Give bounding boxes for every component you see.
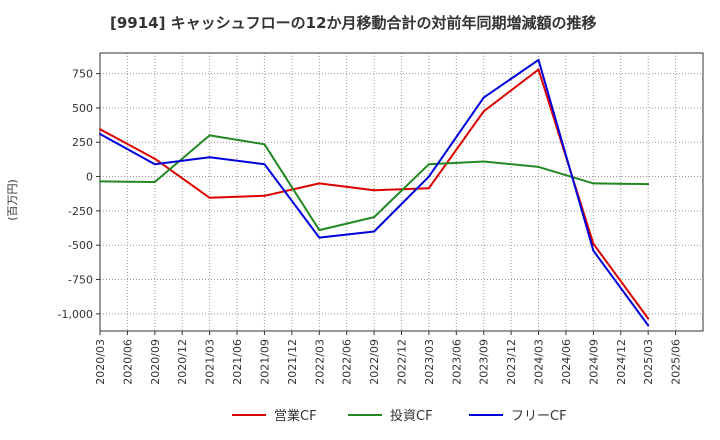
data-point [537, 68, 540, 71]
x-axis: 2020/03 2020/06 2020/09 2020/12 2021/03 2021/… [94, 331, 683, 385]
x-tick-label: 2021/03 [204, 339, 217, 385]
data-point [373, 189, 376, 192]
y-tick-label: -750 [68, 274, 93, 287]
data-point [647, 324, 650, 327]
x-tick-label: 2022/12 [396, 339, 409, 385]
x-tick-label: 2024/09 [587, 339, 600, 385]
y-tick-label: -1,000 [58, 308, 93, 321]
data-point [318, 229, 321, 232]
data-point [647, 317, 650, 320]
x-tick-label: 2023/12 [505, 339, 518, 385]
y-tick-label: 0 [86, 171, 93, 184]
data-point [318, 182, 321, 185]
data-point [537, 58, 540, 61]
data-point [99, 128, 101, 131]
y-tick-label: 500 [72, 102, 93, 115]
x-tick-label: 2021/12 [286, 339, 299, 385]
legend-label: フリーCF [511, 409, 567, 424]
y-axis-label: (百万円) [6, 179, 19, 221]
x-tick-label: 2022/06 [341, 339, 354, 385]
x-tick-label: 2024/12 [615, 339, 628, 385]
x-tick-label: 2022/03 [313, 339, 326, 385]
data-point [482, 160, 485, 163]
data-point [153, 163, 156, 166]
data-point [318, 236, 321, 239]
data-point [537, 165, 540, 168]
y-axis: 750 500 250 0 -250 -500 -750 -1,000 [58, 68, 100, 321]
y-tick-label: -500 [68, 239, 93, 252]
x-tick-label: 2023/06 [450, 339, 463, 385]
series-line [99, 58, 650, 327]
x-tick-label: 2023/09 [478, 339, 491, 385]
data-point [153, 181, 156, 183]
x-tick-label: 2025/03 [642, 339, 655, 385]
data-point [592, 242, 595, 245]
chart-title: [9914] キャッシュフローの12か月移動合計の対前年同期増減額の推移 [110, 14, 597, 32]
data-point [208, 134, 211, 137]
data-point [208, 156, 211, 159]
data-point [263, 163, 266, 166]
data-point [427, 187, 430, 190]
data-point [99, 180, 101, 183]
data-point [373, 230, 376, 233]
x-tick-label: 2020/12 [176, 339, 189, 385]
x-tick-label: 2020/09 [149, 339, 162, 385]
data-point [482, 96, 485, 99]
x-tick-label: 2021/06 [231, 339, 244, 385]
x-tick-label: 2024/03 [533, 339, 546, 385]
x-tick-label: 2020/03 [94, 339, 107, 385]
legend: 営業CF 投資CF フリーCF [232, 408, 567, 424]
data-point [592, 249, 595, 252]
legend-label: 営業CF [274, 408, 317, 424]
grid [100, 53, 703, 331]
x-tick-label: 2022/09 [368, 339, 381, 385]
y-tick-label: 250 [72, 136, 93, 149]
x-tick-label: 2025/06 [670, 339, 683, 385]
data-point [99, 133, 101, 135]
data-point [263, 194, 266, 197]
data-point [482, 110, 485, 113]
series [99, 58, 650, 327]
x-tick-label: 2023/03 [423, 339, 436, 385]
data-point [153, 157, 156, 160]
data-point [373, 216, 376, 219]
x-tick-label: 2021/09 [258, 339, 271, 385]
data-point [592, 182, 595, 185]
legend-label: 投資CF [390, 408, 433, 424]
data-point [208, 196, 211, 199]
y-tick-label: 750 [72, 68, 93, 81]
x-tick-label: 2024/06 [560, 339, 573, 385]
data-point [647, 183, 650, 186]
data-point [263, 143, 266, 146]
data-point [427, 163, 430, 166]
y-tick-label: -250 [68, 205, 93, 218]
data-point [427, 175, 430, 178]
x-tick-label: 2020/06 [121, 339, 134, 385]
